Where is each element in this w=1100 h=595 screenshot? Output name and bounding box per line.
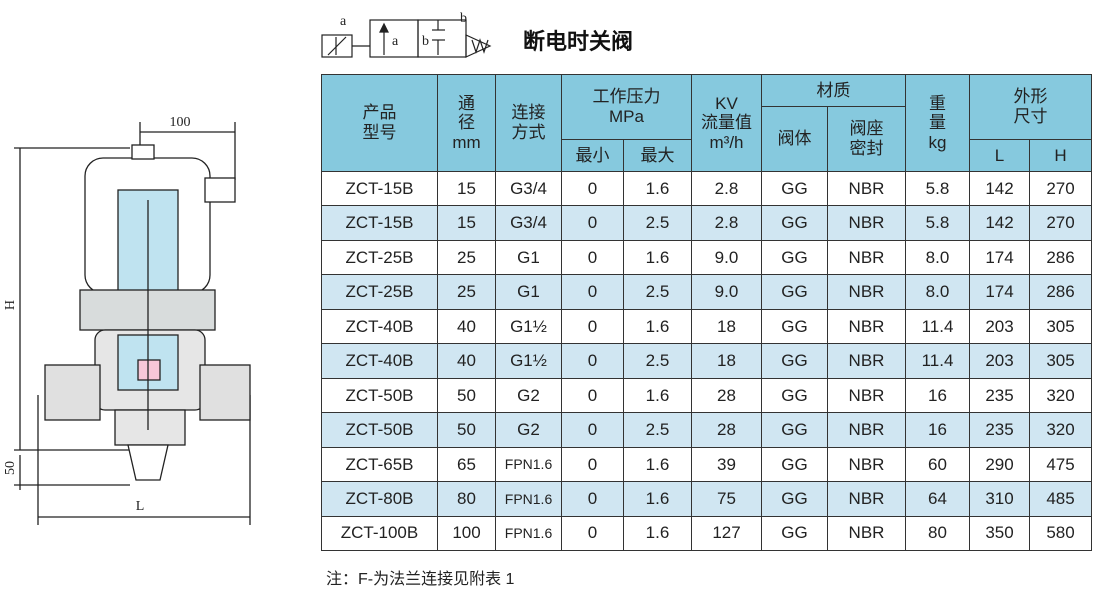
symbol-label: b	[422, 34, 429, 49]
dimension-label: H	[3, 300, 18, 310]
dimension-label: 100	[170, 115, 191, 130]
title: 断电时关阀	[523, 29, 634, 54]
dimension-label: L	[136, 499, 145, 514]
valve-drawing	[14, 122, 251, 525]
valve-symbol	[321, 19, 492, 58]
symbol-label: a	[340, 14, 347, 29]
symbol-label: b	[460, 11, 467, 26]
dimension-label: 50	[3, 461, 18, 475]
symbol-label: a	[392, 34, 399, 49]
note: 注：F-为法兰连接见附表 1	[326, 571, 515, 588]
